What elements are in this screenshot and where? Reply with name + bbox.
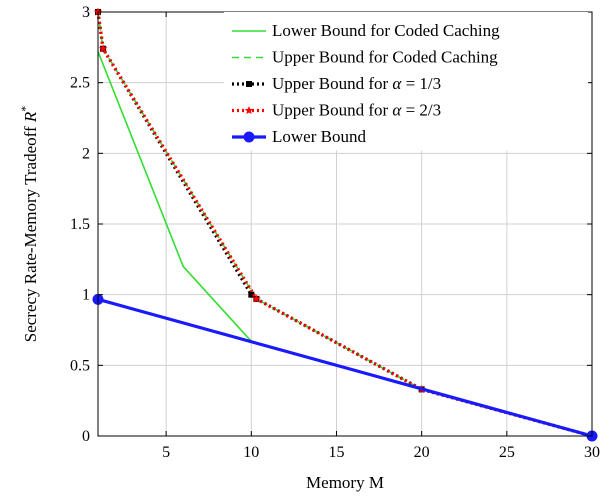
legend-item: Upper Bound for Coded Caching [232, 48, 498, 67]
y-tick-label: 1.5 [70, 216, 90, 233]
legend-label: Lower Bound for Coded Caching [272, 21, 500, 40]
legend-marker [244, 106, 254, 115]
x-tick-label: 25 [499, 444, 515, 461]
data-point [98, 44, 108, 53]
legend-label: Upper Bound for α = 2/3 [272, 101, 441, 120]
x-tick-label: 5 [162, 444, 170, 461]
y-axis-label: Secrecy Rate-Memory Tradeoff R* [18, 106, 40, 343]
x-tick-label: 10 [243, 444, 259, 461]
legend-item: Lower Bound for Coded Caching [232, 21, 500, 40]
y-tick-label: 3 [82, 4, 90, 21]
legend-label: Upper Bound for Coded Caching [272, 48, 498, 67]
legend-item: Lower Bound [232, 127, 366, 146]
series-layer [92, 7, 598, 442]
series-0 [97, 51, 252, 342]
series-line [97, 51, 252, 342]
data-point [248, 291, 255, 298]
legend-item: Upper Bound for α = 1/3 [232, 74, 441, 93]
y-tick-label: 2.5 [70, 75, 90, 92]
legend-label: Upper Bound for α = 1/3 [272, 74, 441, 93]
data-point [252, 294, 261, 303]
legend-marker [243, 131, 255, 143]
x-tick-label: 30 [584, 444, 600, 461]
y-tick-label: 0 [82, 428, 90, 445]
legend-marker [246, 81, 252, 87]
series-line [97, 297, 593, 438]
ticks: 5 10 15 20 25 30 0 0.5 1 1.5 2 2.5 3 [70, 4, 600, 461]
legend-item: Upper Bound for α = 2/3 [232, 101, 441, 120]
legend: Lower Bound for Coded Caching Upper Bound… [224, 12, 588, 151]
legend-box [224, 12, 588, 151]
x-tick-label: 15 [328, 444, 344, 461]
y-tick-label: 0.5 [70, 357, 90, 374]
y-tick-label: 2 [82, 145, 90, 162]
x-axis-label: Memory M [306, 473, 384, 492]
legend-label: Lower Bound [272, 127, 366, 146]
series-4 [92, 293, 598, 442]
x-tick-label: 20 [414, 444, 430, 461]
y-tick-label: 1 [82, 287, 90, 304]
